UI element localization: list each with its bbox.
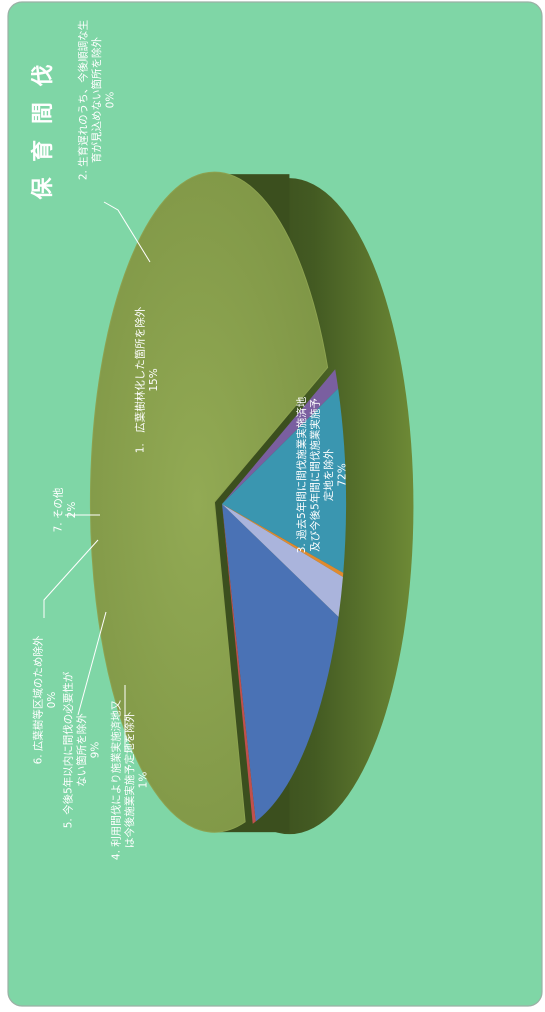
slice-3 [89, 171, 329, 833]
leader-line-5 [77, 611, 107, 716]
slice-2 [222, 504, 256, 824]
slice-label-7: 7. その他 2% [51, 487, 78, 532]
slice-name-label: 5. 今後5年以内に間伐の必要性が [62, 671, 75, 828]
chart-title-text: 保 育 間 伐 [30, 61, 56, 201]
slice-name-label: 育が見込めない箇所を除外 [90, 37, 103, 163]
slice-label-5: 5. 今後5年以内に間伐の必要性が ない箇所を除外 9% [62, 671, 102, 828]
slice-label-4: 4. 利用間伐により施業実施済地又 は今後施業実施予定地を除外 1% [110, 699, 150, 860]
slice-label-6: 6. 広葉樹等区域のため除外 0% [31, 635, 58, 764]
slice-name-label: 2. 生育遅れのうち、今後順調な生 [77, 20, 90, 180]
leader-line-2 [103, 201, 151, 263]
slice-label-1: 1. 広葉樹林化した箇所を除外 15% [133, 306, 160, 453]
chart-title: 保 育 間 伐 [30, 61, 56, 201]
slice-pct-label: 0% [105, 92, 117, 109]
leader-line-6 [43, 539, 99, 618]
slice-pct-label: 2% [66, 502, 78, 519]
slice-5 [222, 388, 347, 573]
slice-name-label: 4. 利用間伐により施業実施済地又 [110, 699, 123, 860]
pie-slices [89, 171, 347, 833]
slice-pct-label: 72% [336, 463, 348, 486]
slice-4 [222, 369, 339, 504]
slice-name-label: ない箇所を除外 [75, 713, 88, 787]
slice-label-3: 3. 過去5年間に間伐施業実施済地 及び今後5年間に間伐施業実施予 定地を除外 72% [295, 396, 349, 553]
slice-6 [222, 504, 344, 577]
slice-labels: 1. 広葉樹林化した箇所を除外 15% 2. 生育遅れのうち、今後順調な生 育が見込め… [31, 20, 348, 860]
slice-name-label: は今後施業実施予定地を除外 [123, 711, 136, 848]
slice-name-label: 定地を除外 [322, 448, 335, 501]
slice-name-label: 及び今後5年間に間伐施業実施予 [308, 398, 321, 552]
slice-pct-label: 1% [138, 772, 150, 789]
slice-pct-label: 15% [148, 368, 160, 391]
slice-name-label: 3. 過去5年間に間伐施業実施済地 [295, 396, 308, 553]
leader-lines [43, 201, 151, 752]
slice-name-label: 7. その他 [51, 487, 64, 532]
slice-name-label: 1. 広葉樹林化した箇所を除外 [133, 306, 146, 453]
slice-label-2: 2. 生育遅れのうち、今後順調な生 育が見込めない箇所を除外 0% [77, 20, 117, 180]
slice-1 [222, 504, 339, 822]
slice-pct-label: 0% [46, 692, 58, 709]
slice-pct-label: 9% [90, 742, 102, 759]
slice-name-label: 6. 広葉樹等区域のため除外 [31, 635, 44, 764]
slice-7 [222, 504, 343, 617]
